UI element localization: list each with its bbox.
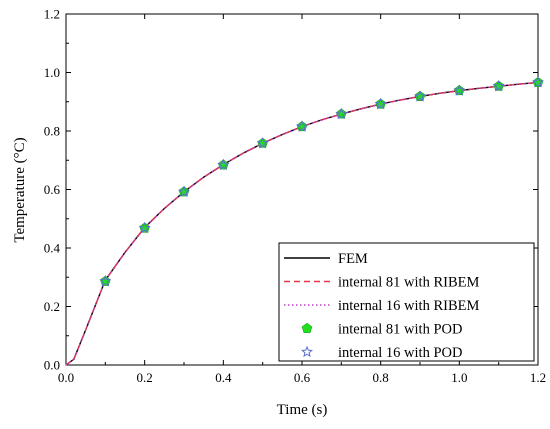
- data-point: [217, 158, 230, 171]
- marker-layer: [99, 76, 544, 287]
- legend-label: internal 81 with RIBEM: [338, 275, 479, 291]
- y-tick-label: 0.4: [44, 241, 61, 256]
- y-axis-label: Temperature (°C): [12, 137, 28, 242]
- legend-label: internal 16 with POD: [338, 345, 462, 361]
- data-point: [99, 275, 112, 287]
- x-tick-label: 0.2: [137, 370, 153, 385]
- data-point: [374, 97, 387, 110]
- legend-label: FEM: [338, 251, 368, 267]
- y-tick-label: 1.2: [44, 7, 60, 22]
- series-line: [65, 81, 539, 366]
- legend-label: internal 16 with RIBEM: [338, 298, 479, 314]
- legend-box: [278, 242, 535, 362]
- y-tick-label: 1.0: [44, 65, 60, 80]
- y-tick-label: 0.6: [44, 182, 61, 197]
- data-point: [453, 84, 466, 96]
- x-tick-label: 1.0: [451, 370, 467, 385]
- y-tick-label: 0.2: [44, 299, 60, 314]
- legend: FEM internal 81 with RIBEM internal 16 wit…: [278, 242, 535, 362]
- data-point: [178, 185, 190, 197]
- data-point: [532, 76, 544, 88]
- data-point: [296, 120, 308, 132]
- data-point: [138, 221, 151, 234]
- axis-ticks: 0.0 0.2 0.4 0.6 0.8 1.0 1.2 0.0 0.2 0.4 0.6 0.8 1.0 1…: [44, 7, 546, 386]
- data-point: [256, 136, 269, 149]
- x-tick-label: 0.6: [294, 370, 311, 385]
- x-tick-label: 0.8: [373, 370, 389, 385]
- data-point: [335, 107, 348, 120]
- data-point: [492, 79, 505, 92]
- x-tick-label: 1.2: [530, 370, 546, 385]
- x-tick-label: 0.4: [215, 370, 232, 385]
- legend-marker: [301, 322, 313, 334]
- x-tick-label: 0.0: [58, 370, 74, 385]
- y-tick-label: 0.0: [44, 358, 60, 373]
- x-axis-label: Time (s): [277, 402, 328, 418]
- y-tick-label: 0.8: [44, 124, 60, 139]
- legend-label: internal 81 with POD: [338, 322, 462, 338]
- data-point: [414, 90, 426, 102]
- legend-marker: [301, 345, 313, 358]
